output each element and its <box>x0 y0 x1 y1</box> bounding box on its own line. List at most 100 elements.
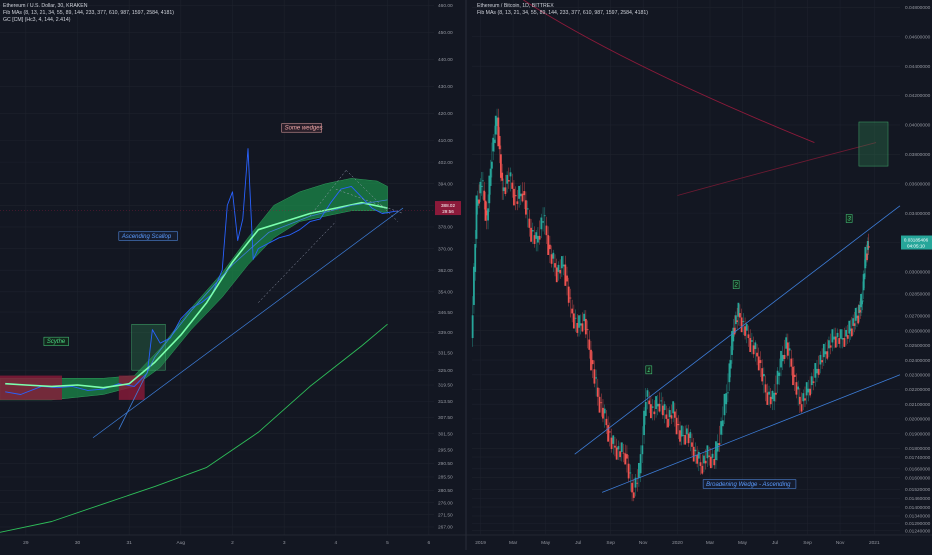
right-candle-body <box>554 263 556 268</box>
left-y-tick-label: 271.50 <box>438 512 453 518</box>
right-candle-body <box>850 328 853 337</box>
right-candle-body <box>685 428 688 435</box>
right-x-tick-label: May <box>541 540 551 546</box>
left-y-tick-label: 354.00 <box>438 290 453 296</box>
left-x-tick-label: 30 <box>75 540 81 546</box>
right-candle-body <box>650 404 652 419</box>
left-wedge-line <box>309 170 347 217</box>
right-candle-body <box>814 363 817 378</box>
right-candle-body <box>531 230 534 232</box>
right-candle-body <box>810 376 813 386</box>
right-candle-body <box>699 462 702 466</box>
right-y-tick-label: 0.01520000 <box>905 487 931 493</box>
right-candle-body <box>754 342 757 350</box>
right-candle-body <box>498 135 501 150</box>
right-candle-body <box>550 254 553 264</box>
right-candle-body <box>704 460 707 464</box>
right-candle-body <box>853 323 856 326</box>
right-candle-body <box>807 388 810 393</box>
left-annotation-scythe-bg <box>43 336 69 346</box>
right-candle-body <box>584 318 587 335</box>
right-candle-body <box>501 172 504 181</box>
right-candle-body <box>769 396 772 405</box>
left-y-tick-label: 285.50 <box>438 475 453 481</box>
right-candle-body <box>749 338 752 353</box>
left-indicator-fib-mas[interactable]: Fib MAs (8, 13, 21, 34, 55, 89, 144, 233… <box>3 10 175 16</box>
right-y-tick-label: 0.02200000 <box>905 387 931 393</box>
left-y-tick-label: 370.00 <box>438 246 453 252</box>
right-candle-body <box>740 317 743 333</box>
right-candle-body <box>602 407 604 419</box>
right-candle-body <box>718 443 721 445</box>
right-candle-body <box>600 402 603 404</box>
right-candle-body <box>627 463 630 479</box>
right-candle-body <box>848 320 851 334</box>
right-candle-body <box>840 329 842 339</box>
right-candle-body <box>734 315 737 325</box>
right-y-tick-label: 0.03800000 <box>905 152 931 158</box>
right-candle-body <box>849 328 852 332</box>
right-y-tick-label: 0.04600000 <box>905 34 931 40</box>
right-candle-body <box>692 446 695 462</box>
right-candle-body <box>484 200 487 221</box>
right-candle-body <box>504 187 507 195</box>
right-candle-body <box>552 252 555 259</box>
right-candle-body <box>673 411 676 418</box>
right-candle-body <box>591 360 594 365</box>
left-indicator-gc[interactable]: GC [CM] (Hc3, 4, 144, 2.414) <box>3 17 71 23</box>
right-x-tick-label: Nov <box>639 540 648 546</box>
right-candle-body <box>834 336 837 348</box>
right-candle-body <box>739 313 741 318</box>
right-candle-body <box>764 384 767 393</box>
right-candle-body <box>646 390 649 397</box>
right-y-tick-label: 0.01600000 <box>905 475 931 481</box>
right-candle-body <box>494 115 497 135</box>
right-candle-body <box>668 410 671 418</box>
right-y-tick-label: 0.01900000 <box>905 431 931 437</box>
right-candle-body <box>644 401 647 416</box>
right-candle-body <box>742 321 745 322</box>
right-candle-body <box>545 225 548 236</box>
right-candle-body <box>571 308 574 314</box>
right-candle-body <box>802 393 805 402</box>
left-y-tick-label: 450.00 <box>438 30 453 36</box>
left-y-tick-label: 331.50 <box>438 350 453 356</box>
right-candle-body <box>636 482 639 484</box>
left-y-tick-label: 339.00 <box>438 330 453 336</box>
left-y-tick-label: 307.50 <box>438 415 453 421</box>
left-wedge-line <box>258 221 337 303</box>
right-candle-body <box>725 393 728 405</box>
right-candle-body <box>574 317 577 319</box>
right-candle-body <box>620 442 623 452</box>
right-candle-body <box>475 195 478 239</box>
right-candle-body <box>598 396 601 413</box>
right-candle-body <box>821 360 824 363</box>
right-y-tick-label: 0.04800000 <box>905 5 931 11</box>
right-candle-body <box>480 185 483 188</box>
left-price-tag-bg <box>435 201 461 216</box>
right-annotation-wave-3: 3 <box>847 216 851 222</box>
right-candle-body <box>711 453 714 458</box>
right-candle-body <box>605 418 608 426</box>
right-candle-body <box>852 318 855 326</box>
right-candle-body <box>694 449 697 452</box>
right-indicator-fib-mas[interactable]: Fib MAs (8, 13, 21, 34, 55, 89, 144, 233… <box>477 10 649 16</box>
left-annotation-scythe: Scythe <box>47 339 66 345</box>
right-candle-body <box>487 208 489 221</box>
right-y-tick-label: 0.01740000 <box>905 455 931 461</box>
right-candle-body <box>783 354 786 359</box>
right-candle-body <box>509 172 512 177</box>
right-price-tag-bg <box>901 235 932 250</box>
right-annotation-broadening-wedge: Broadening Wedge - Ascending <box>706 482 791 488</box>
right-candle-body <box>583 313 586 322</box>
right-y-tick-label: 0.03600000 <box>905 181 931 187</box>
right-x-tick-label: 2020 <box>672 540 683 546</box>
left-y-tick-label: 362.00 <box>438 268 453 274</box>
right-candle-body <box>538 235 541 240</box>
right-chart-title: Ethereum / Bitcoin, 1D, BITTREX <box>477 3 554 9</box>
right-candle-body <box>523 191 526 196</box>
right-candle-body <box>639 454 642 474</box>
right-candle-body <box>780 350 782 368</box>
right-candle-body <box>720 421 722 435</box>
